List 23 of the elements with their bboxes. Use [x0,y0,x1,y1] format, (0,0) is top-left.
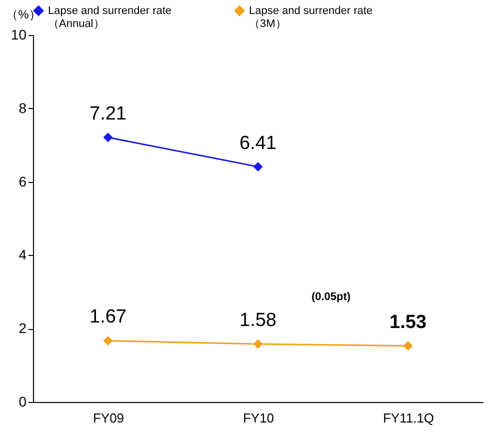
y-tick-label: 4 [18,246,27,263]
y-tick-label: 8 [18,100,27,116]
annotation: (0.05pt) [311,291,351,303]
point [253,162,263,172]
y-tick-label: 6 [18,173,27,190]
point [103,336,113,346]
data-label: 1.58 [240,310,276,332]
y-tick-label: 2 [18,320,27,336]
legend-label: Lapse and surrender rate （Annual） [48,4,172,30]
data-label: 6.41 [240,132,276,154]
x-tick-label: FY09 [92,410,124,426]
y-tick-label: 10 [10,26,27,42]
data-label: 7.21 [90,103,126,124]
point [253,339,263,349]
data-label: 1.53 [390,312,426,333]
data-label: 1.67 [90,306,126,328]
point [103,132,113,142]
legend-label: Lapse and surrender rate （3M） [249,4,373,30]
point [403,341,413,351]
y-tick-label: 0 [18,394,27,410]
y-axis-title: （%） [6,8,41,22]
x-tick-label: FY11.1Q [382,410,434,426]
x-tick-label: FY10 [242,410,274,426]
